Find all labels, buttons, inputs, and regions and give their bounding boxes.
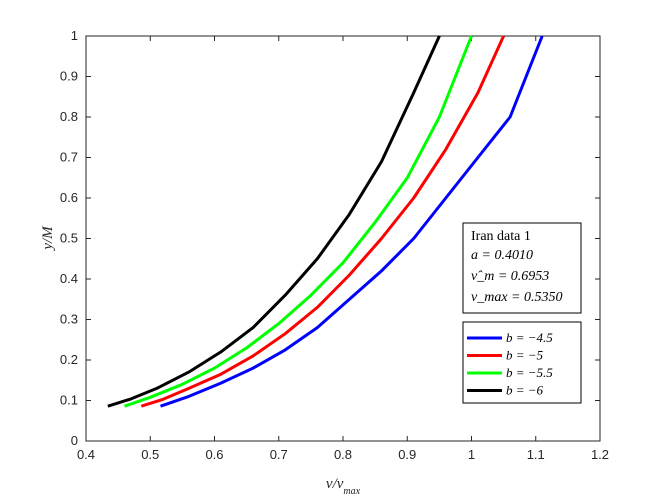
info-line-nu-m: ν̂_m = 0.6953 [471, 269, 549, 284]
y-tick-label: 1 [71, 28, 78, 43]
legend-label-0: b = −4.5 [506, 330, 553, 345]
series-line-0 [160, 35, 544, 408]
series-line-3 [107, 35, 441, 408]
y-tick-label: 0 [71, 433, 78, 448]
y-tick-label: 0.5 [60, 231, 78, 246]
legend-label-3: b = −6 [506, 383, 544, 398]
info-line-nu-max: ν_max = 0.5350 [471, 290, 563, 305]
x-tick-label: 0.8 [334, 447, 352, 462]
y-tick-label: 0.2 [60, 352, 78, 367]
x-axis-label: ν/νmax [326, 476, 361, 497]
x-tick-label: 1.1 [527, 447, 545, 462]
y-tick-label: 0.6 [60, 190, 78, 205]
x-tick-label: 1 [468, 447, 475, 462]
y-tick-label: 0.4 [60, 271, 78, 286]
y-tick-label: 0.9 [60, 69, 78, 84]
y-tick-label: 0.3 [60, 312, 78, 327]
y-tick-label: 0.8 [60, 109, 78, 124]
axis-ticks: 0.4 0.5 0.6 0.7 0.8 0.9 1 1.1 1.2 0 0.1 0.2 0.3 0.4 0.… [60, 28, 609, 462]
y-axis-label: y/M [40, 225, 56, 252]
legend-label-2: b = −5.5 [506, 365, 553, 380]
legend: b = −4.5 b = −5 b = −5.5 b = −6 [462, 321, 582, 404]
x-tick-label: 0.6 [205, 447, 223, 462]
x-tick-label: 1.2 [591, 447, 609, 462]
x-tick-label: 0.4 [77, 447, 95, 462]
y-tick-label: 0.7 [60, 150, 78, 165]
x-tick-label: 0.5 [141, 447, 159, 462]
info-box: Iran data 1 a = 0.4010 ν̂_m = 0.6953 ν_m… [462, 222, 582, 314]
series-layer [107, 35, 544, 408]
info-title: Iran data 1 [471, 229, 531, 244]
y-tick-label: 0.1 [60, 393, 78, 408]
x-tick-label: 0.9 [398, 447, 416, 462]
x-tick-label: 0.7 [270, 447, 288, 462]
legend-label-1: b = −5 [506, 348, 544, 363]
info-line-a: a = 0.4010 [471, 248, 533, 263]
series-line-1 [140, 35, 505, 408]
series-line-2 [124, 35, 473, 408]
